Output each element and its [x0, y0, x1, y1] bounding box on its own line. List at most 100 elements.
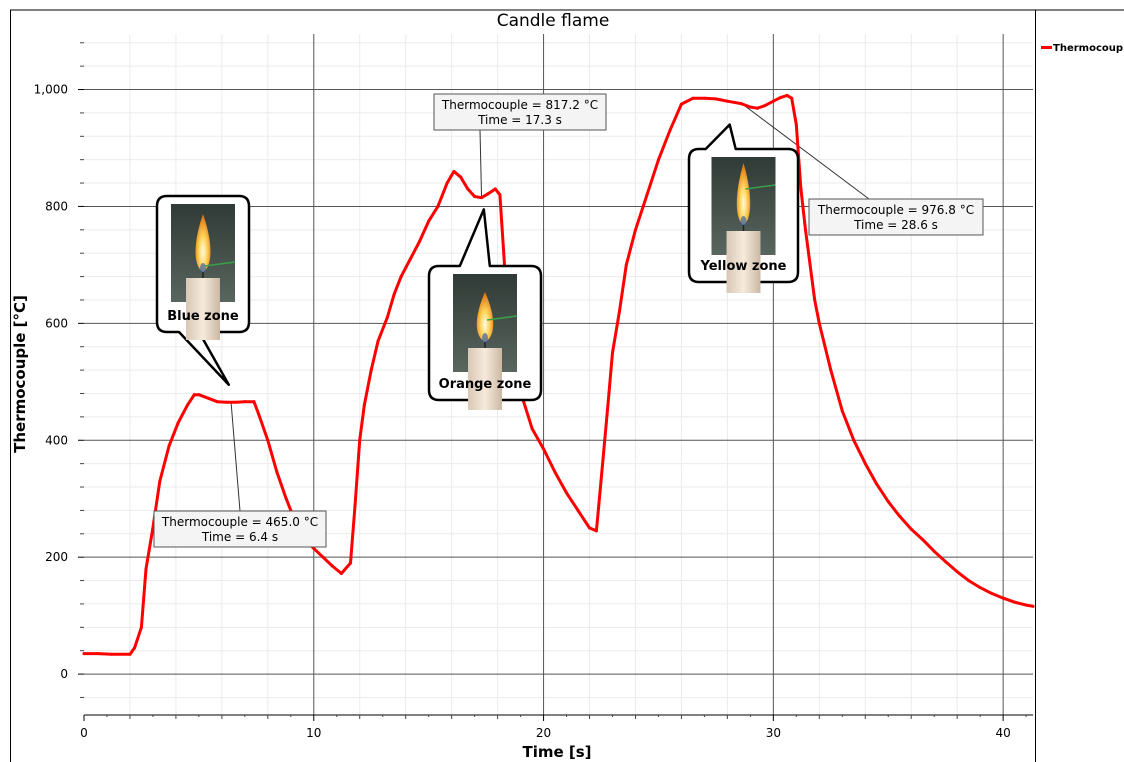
data-point: [358, 438, 362, 442]
flame-blue-core: [482, 333, 488, 343]
flame-callout-orange: Orange zone: [427, 208, 543, 410]
data-point: [392, 292, 396, 296]
data-point: [466, 187, 470, 191]
data-point: [967, 579, 971, 583]
annotation-leader-line: [479, 129, 483, 197]
callout-label: Blue zone: [167, 309, 239, 324]
flame-blue-core: [200, 263, 206, 273]
thermocouple-wire: [486, 315, 518, 321]
data-point: [1013, 600, 1017, 604]
data-point: [909, 527, 913, 531]
data-point: [748, 105, 752, 109]
data-point: [185, 403, 189, 407]
data-point: [565, 491, 569, 495]
data-point: [486, 192, 490, 196]
data-point: [452, 169, 456, 173]
data-point: [978, 586, 982, 590]
thermocouple-wire: [745, 184, 776, 190]
data-point: [408, 257, 412, 261]
data-point: [714, 97, 718, 101]
data-point: [436, 204, 440, 208]
data-point: [542, 447, 546, 451]
x-tick-label: 10: [306, 726, 321, 740]
data-point: [588, 526, 592, 530]
data-point: [576, 508, 580, 512]
x-axis-ticks: 0 10 20 30 40: [80, 715, 1027, 740]
data-point: [606, 403, 610, 407]
data-point: [158, 479, 162, 483]
data-point: [702, 96, 706, 100]
data-point: [215, 400, 219, 404]
y-tick-label: 800: [45, 199, 68, 213]
data-point: [257, 412, 261, 416]
flame-shape: [476, 292, 494, 342]
data-point: [875, 482, 879, 486]
annotation-leader-line: [740, 102, 870, 200]
data-point: [498, 193, 502, 197]
callout-label: Orange zone: [439, 377, 532, 392]
data-point: [376, 339, 380, 343]
flame-blue-core: [740, 216, 747, 226]
plot-area: 0 10 20 30 40 0 200 400 600 800 1,000 Thermocoupl…: [34, 34, 1035, 740]
data-point: [473, 195, 477, 199]
data-point: [417, 240, 421, 244]
x-tick-label: 30: [766, 726, 781, 740]
data-point: [785, 93, 789, 97]
data-point: [668, 128, 672, 132]
data-point: [813, 298, 817, 302]
y-axis-ticks: 0 200 400 600 800 1,000: [34, 42, 84, 698]
data-point: [530, 427, 534, 431]
data-point: [799, 187, 803, 191]
x-tick-label: 0: [80, 726, 88, 740]
callout-label: Yellow zone: [700, 259, 787, 274]
annotation-value-text: Thermocouple = 976.8 °C: [817, 203, 974, 217]
annotation-value-text: Thermocouple = 465.0 °C: [161, 515, 318, 529]
annotation-value-text: Thermocouple = 817.2 °C: [441, 98, 598, 112]
data-point: [252, 400, 256, 404]
data-point: [110, 652, 114, 656]
annotation-leader-line: [230, 402, 241, 512]
candle-body: [186, 278, 220, 340]
data-point: [691, 96, 695, 100]
data-point: [725, 99, 729, 103]
data-point: [321, 555, 325, 559]
data-point: [762, 104, 766, 108]
data-point: [362, 403, 366, 407]
y-tick-label: 600: [45, 316, 68, 330]
data-point: [339, 572, 343, 576]
data-point: [312, 546, 316, 550]
annotation-box-frame: [808, 198, 984, 236]
data-point: [778, 96, 782, 100]
flame-callout-yellow: Yellow zone: [687, 123, 800, 293]
data-point: [817, 321, 821, 325]
data-point: [932, 549, 936, 553]
data-point: [133, 646, 137, 650]
data-point: [330, 564, 334, 568]
data-point: [886, 500, 890, 504]
data-point: [243, 400, 247, 404]
chart-title: Candle flame: [497, 11, 610, 31]
data-point: [266, 438, 270, 442]
series-points: [82, 93, 1035, 656]
data-point: [192, 393, 196, 397]
data-point: [139, 625, 143, 629]
annotation-time-text: Time = 6.4 s: [201, 530, 278, 544]
data-point: [128, 652, 132, 656]
data-point: [144, 567, 148, 571]
data-point: [284, 497, 288, 501]
data-point: [459, 175, 463, 179]
data-point: [206, 396, 210, 400]
annotation-time-text: Time = 28.6 s: [853, 218, 938, 232]
data-point: [399, 275, 403, 279]
data-point: [771, 99, 775, 103]
data-point: [808, 263, 812, 267]
y-tick-label: 200: [45, 550, 68, 564]
data-point: [1031, 604, 1035, 608]
data-point: [82, 652, 86, 656]
data-point: [594, 529, 598, 533]
data-point: [493, 187, 497, 191]
